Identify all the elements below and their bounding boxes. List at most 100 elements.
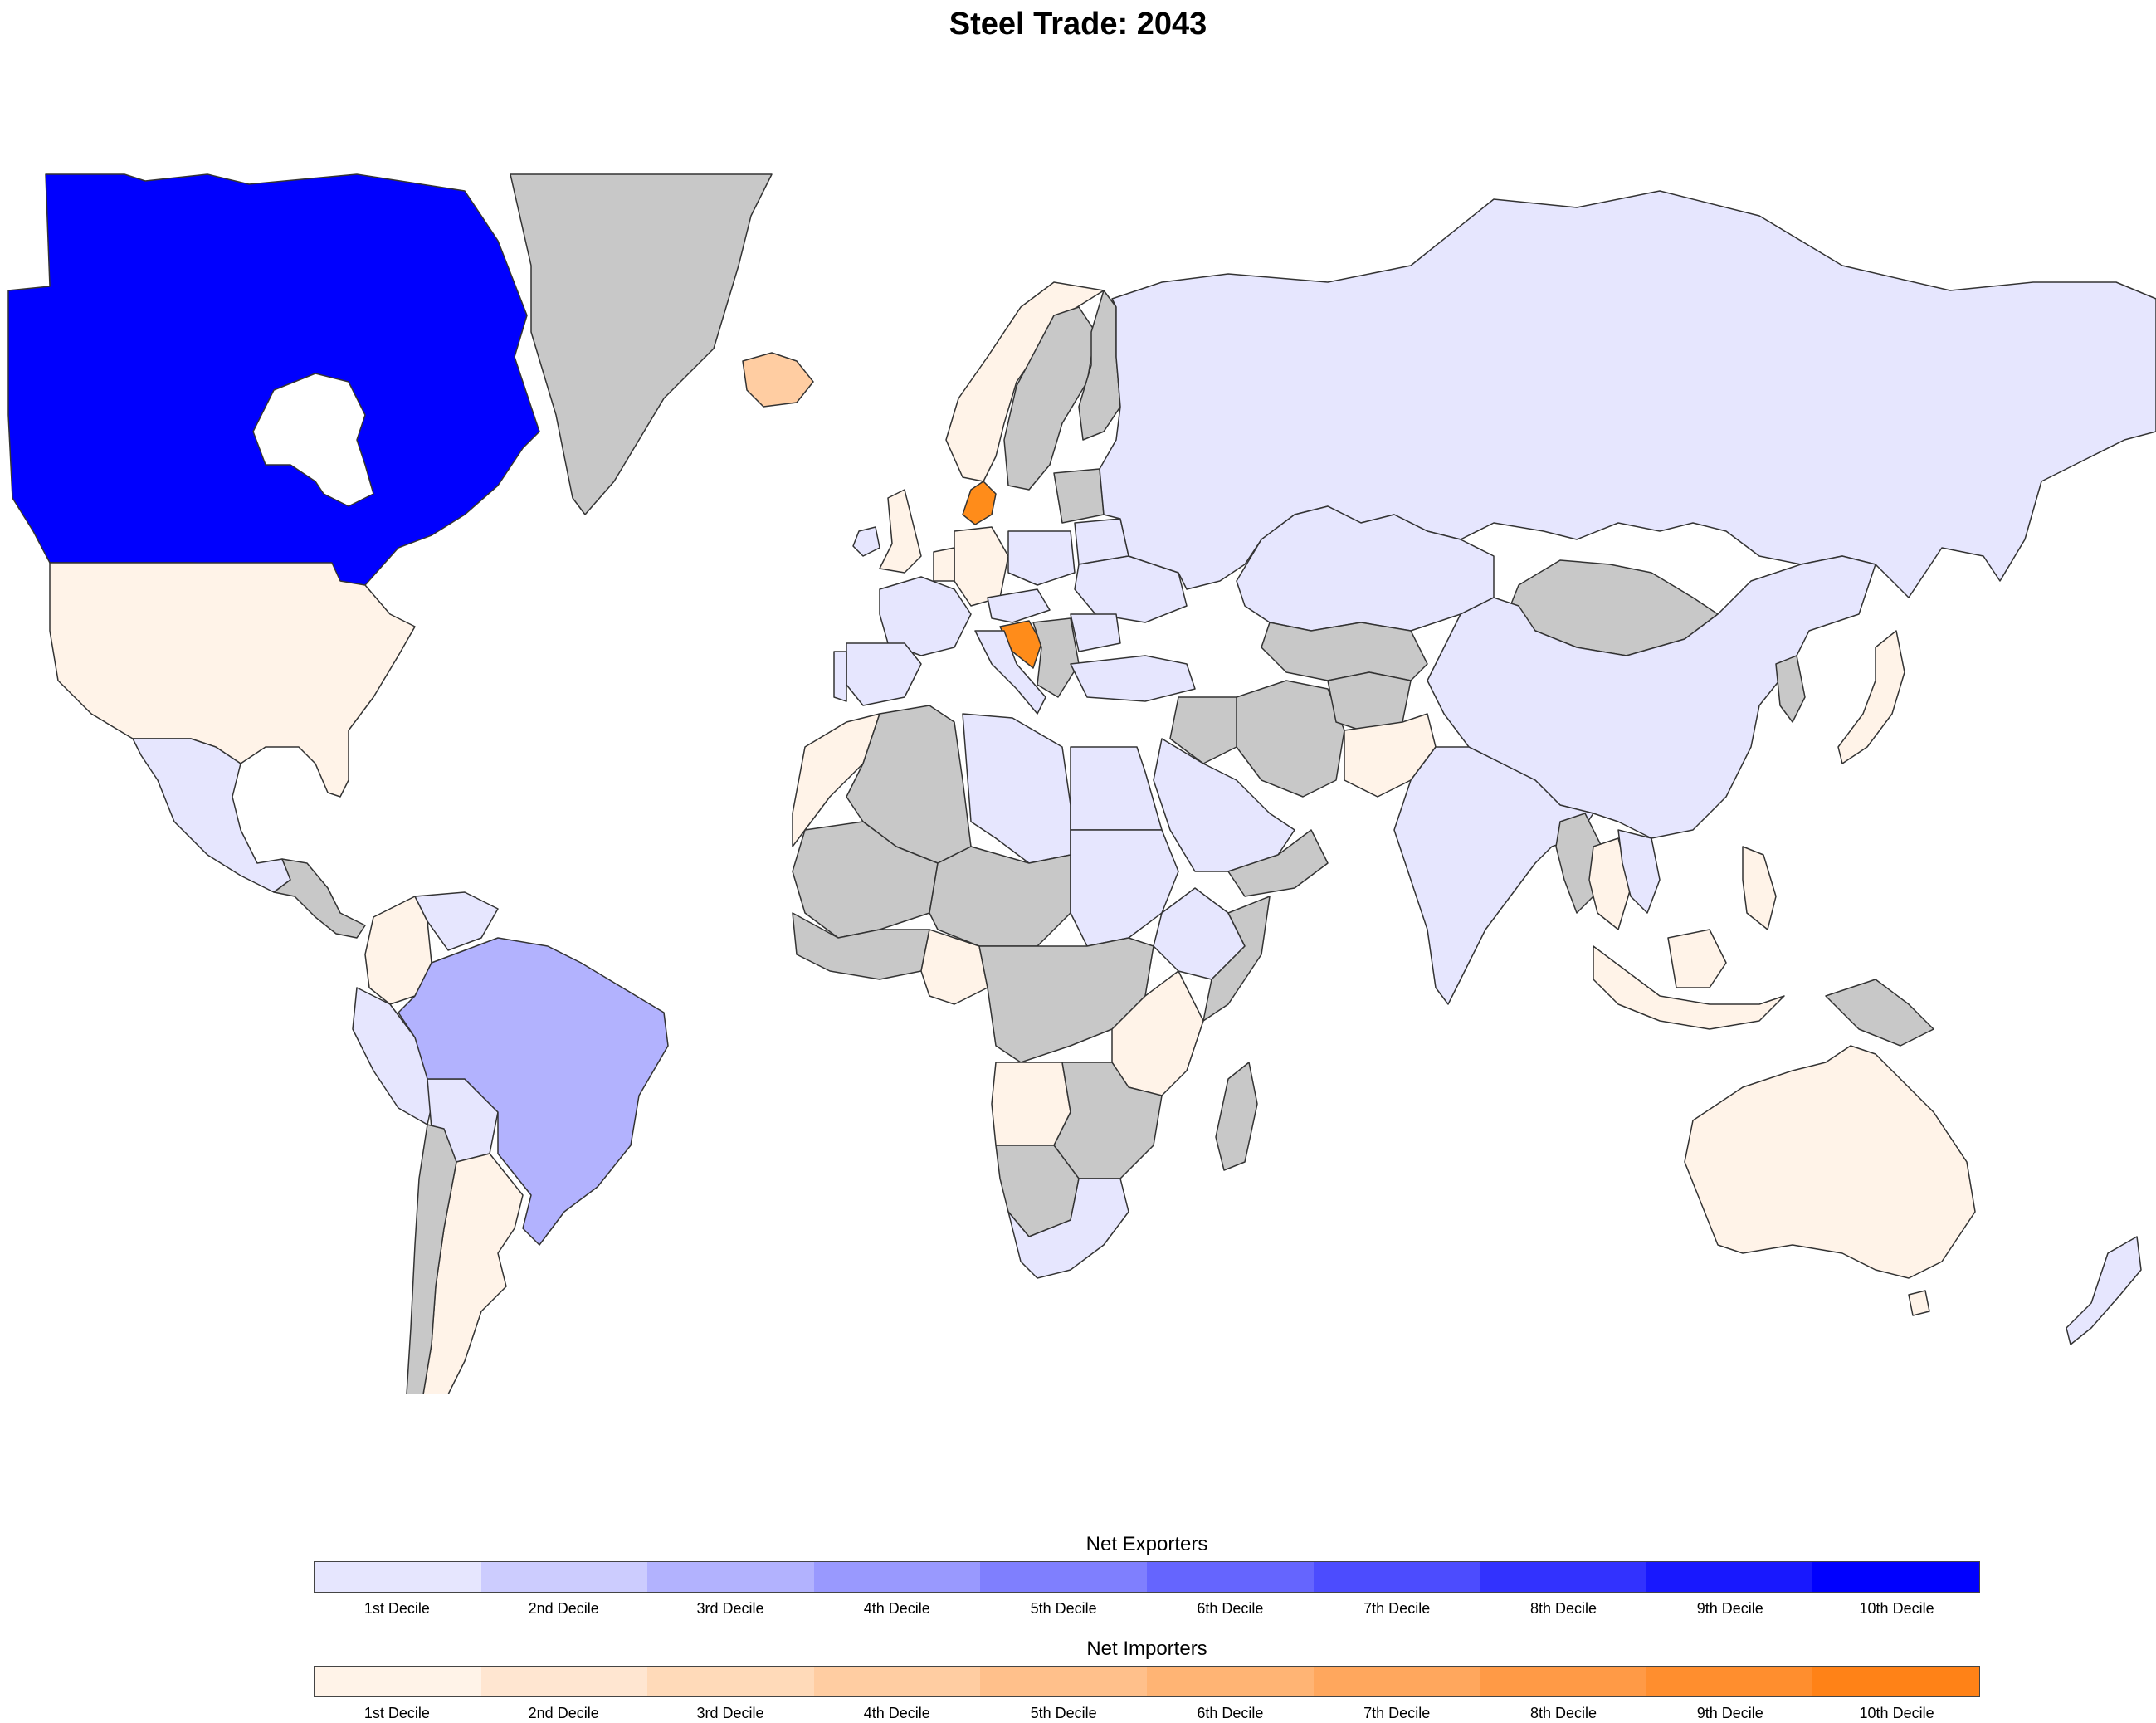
region-myanmar[interactable] [1555,813,1602,914]
exporters-swatch-9 [1646,1562,1813,1592]
exporters-label-5: 5th Decile [1030,1600,1097,1617]
exporters-swatch-3 [647,1562,814,1592]
region-sudan[interactable] [1070,829,1179,947]
map-title: Steel Trade: 2043 [949,7,1207,41]
region-austria[interactable] [987,588,1051,623]
region-venezuela[interactable] [414,891,499,951]
exporters-swatch-2 [480,1562,648,1592]
legend-importers-bar [314,1666,1980,1697]
region-india[interactable] [1393,746,1594,1005]
region-balkans[interactable] [1032,617,1080,698]
region-ireland[interactable] [852,526,880,557]
exporters-label-8: 8th Decile [1529,1600,1597,1617]
region-thailand[interactable] [1588,837,1632,930]
region-korea[interactable] [1775,655,1806,723]
region-vietnam-laos[interactable] [1617,829,1661,914]
region-central-asia[interactable] [1261,622,1428,681]
region-new-zealand[interactable] [2066,1236,2142,1345]
importers-label-7: 7th Decile [1363,1705,1431,1721]
importers-swatch-3 [647,1667,814,1696]
exporters-swatch-6 [1146,1562,1314,1592]
exporters-swatch-10 [1812,1562,1979,1592]
region-mexico[interactable] [132,738,291,893]
importers-swatch-7 [1313,1667,1480,1696]
region-libya[interactable] [962,713,1071,864]
region-benelux[interactable] [933,547,955,582]
legend-exporters-labels: 1st Decile 2nd Decile 3rd Decile 4th Decile… [314,1600,1980,1618]
importers-swatch-10 [1812,1667,1979,1696]
region-indonesia[interactable] [1593,945,1785,1030]
region-iraq[interactable] [1169,696,1237,764]
exporters-label-3: 3rd Decile [696,1600,764,1617]
legend-exporters-bar [314,1561,1980,1593]
region-denmark[interactable] [962,481,997,525]
region-iran[interactable] [1236,680,1345,798]
importers-label-9: 9th Decile [1696,1705,1763,1721]
region-philippines[interactable] [1742,846,1777,930]
exporters-label-7: 7th Decile [1363,1600,1431,1617]
region-central-america[interactable] [273,858,366,939]
importers-swatch-1 [315,1667,481,1696]
region-angola[interactable] [991,1062,1071,1146]
importers-swatch-8 [1480,1667,1646,1696]
exporters-swatch-4 [813,1562,981,1592]
region-egypt[interactable] [1070,746,1163,831]
legend-importers-labels: 1st Decile 2nd Decile 3rd Decile 4th Decile… [314,1705,1980,1722]
importers-label-4: 4th Decile [863,1705,930,1721]
region-yemen-oman[interactable] [1227,829,1329,897]
importers-swatch-2 [480,1667,648,1696]
exporters-label-1: 1st Decile [363,1600,430,1617]
region-png[interactable] [1825,979,1934,1047]
region-portugal[interactable] [833,651,847,702]
region-greenland[interactable] [510,173,773,515]
importers-swatch-4 [813,1667,981,1696]
region-sweden[interactable] [1003,306,1096,491]
region-south-africa[interactable] [1007,1178,1129,1279]
legend-exporters-title: Net Exporters [1085,1533,1208,1555]
region-borneo[interactable] [1667,929,1727,988]
region-poland[interactable] [1007,530,1076,586]
region-united-kingdom[interactable] [879,489,922,574]
region-afghanistan[interactable] [1327,671,1412,731]
region-australia[interactable] [1684,1045,1976,1279]
region-italy[interactable] [974,630,1046,715]
importers-label-10: 10th Decile [1859,1705,1934,1721]
importers-swatch-9 [1646,1667,1813,1696]
exporters-label-10: 10th Decile [1859,1600,1934,1617]
region-zambia[interactable] [1053,1062,1163,1179]
region-iceland[interactable] [742,352,814,408]
exporters-label-9: 9th Decile [1696,1600,1763,1617]
region-canada[interactable] [7,173,540,607]
exporters-label-2: 2nd Decile [528,1600,599,1617]
exporters-swatch-1 [315,1562,481,1592]
region-morocco[interactable] [792,713,880,847]
region-chile[interactable] [406,1124,457,1394]
importers-swatch-6 [1146,1667,1314,1696]
region-spain[interactable] [846,642,922,706]
importers-label-8: 8th Decile [1529,1705,1597,1721]
region-madagascar[interactable] [1215,1062,1258,1171]
exporters-swatch-7 [1313,1562,1480,1592]
exporters-label-4: 4th Decile [863,1600,930,1617]
world-map [7,173,2156,1394]
region-russia[interactable] [1099,190,2156,598]
region-baltics[interactable] [1053,468,1105,524]
region-mali[interactable] [792,821,939,939]
importers-label-5: 5th Decile [1030,1705,1097,1721]
region-tasmania[interactable] [1908,1290,1930,1316]
region-germany[interactable] [954,526,1009,607]
exporters-swatch-5 [980,1562,1147,1592]
region-turkey[interactable] [1070,655,1196,702]
legend-importers-title: Net Importers [1086,1638,1207,1660]
region-brazil[interactable] [398,937,669,1246]
importers-label-1: 1st Decile [363,1705,430,1721]
importers-swatch-5 [980,1667,1147,1696]
region-somalia[interactable] [1202,896,1271,1022]
region-niger-chad[interactable] [929,846,1071,947]
importers-label-6: 6th Decile [1197,1705,1264,1721]
exporters-label-6: 6th Decile [1197,1600,1264,1617]
region-france[interactable] [879,576,972,656]
region-japan[interactable] [1837,630,1905,764]
exporters-swatch-8 [1480,1562,1646,1592]
region-romania[interactable] [1070,613,1121,652]
